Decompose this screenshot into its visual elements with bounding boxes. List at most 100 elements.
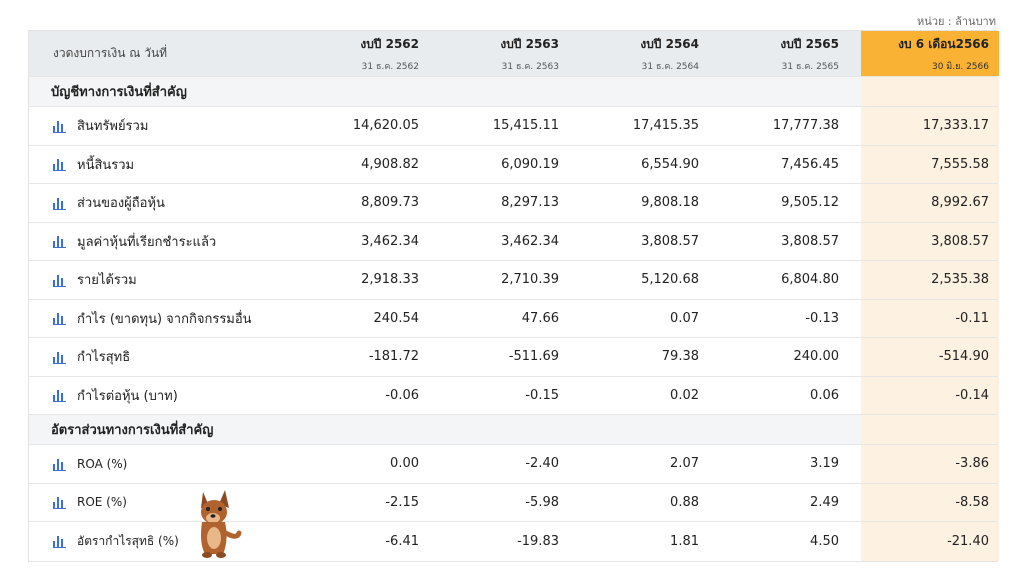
value-cell: 6,554.90 [641, 156, 699, 172]
section-empty-cell [581, 77, 721, 106]
bar-chart-icon[interactable] [53, 458, 67, 471]
table-row: กำไรสุทธิ -181.72 -511.69 79.38 240.00 -514.9… [29, 338, 999, 377]
column-header-2564: งบปี 2564 31 ธ.ค. 2564 [581, 31, 721, 76]
bar-chart-icon[interactable] [53, 535, 67, 549]
row-label: กำไรสุทธิ [77, 350, 131, 366]
row-label: ส่วนของผู้ถือหุ้น [77, 196, 165, 212]
column-date: 31 ธ.ค. 2563 [501, 61, 559, 72]
column-year: งบ 6 เดือน2566 [898, 36, 989, 51]
value-cell: -0.11 [861, 299, 999, 337]
table-row: หนี้สินรวม 4,908.82 6,090.19 6,554.90 7,456.… [29, 145, 999, 184]
value-cell: 8,992.67 [861, 184, 999, 222]
value-cell: 1.81 [670, 533, 699, 549]
section-header-row: อัตราส่วนทางการเงินที่สำคัญ [29, 415, 999, 445]
value-cell: 0.06 [810, 387, 839, 403]
row-label: กำไรต่อหุ้น (บาท) [77, 388, 178, 404]
bar-chart-icon[interactable] [53, 351, 67, 364]
table-row: รายได้รวม 2,918.33 2,710.39 5,120.68 6,804.8… [29, 261, 999, 300]
row-label-cell: กำไรต่อหุ้น (บาท) [29, 377, 301, 415]
table-row: ส่วนของผู้ถือหุ้น 8,809.73 8,297.13 9,808.1… [29, 184, 999, 223]
column-date: 30 มิ.ย. 2566 [931, 61, 989, 72]
bar-chart-icon[interactable] [53, 389, 67, 403]
value-cell: 17,777.38 [772, 118, 839, 134]
row-label: มูลค่าหุ้นที่เรียกชำระแล้ว [77, 234, 217, 250]
bar-chart-icon[interactable] [53, 496, 67, 510]
column-header-2565: งบปี 2565 31 ธ.ค. 2565 [721, 31, 861, 76]
financial-table: งวดงบการเงิน ณ วันที่ งบปี 2562 31 ธ.ค. … [28, 30, 999, 562]
row-label-cell: มูลค่าหุ้นที่เรียกชำระแล้ว [29, 223, 301, 261]
value-cell: -6.41 [385, 533, 419, 549]
value-cell: -21.40 [861, 522, 999, 561]
bar-chart-icon[interactable] [53, 197, 67, 210]
value-cell: 0.00 [390, 456, 419, 472]
column-header-6m-2566: งบ 6 เดือน2566 30 มิ.ย. 2566 [861, 31, 999, 76]
row-label-cell: ส่วนของผู้ถือหุ้น [29, 184, 301, 222]
value-cell: 47.66 [521, 310, 559, 326]
value-cell: 2.07 [670, 456, 699, 472]
value-cell: 9,808.18 [641, 195, 699, 211]
section-empty-cell [581, 415, 721, 444]
value-cell: -2.40 [525, 456, 559, 472]
value-cell: 2,535.38 [861, 261, 999, 299]
value-cell: -2.15 [385, 494, 419, 510]
value-cell: 17,333.17 [861, 107, 999, 145]
bar-chart-icon[interactable] [53, 312, 67, 326]
value-cell: -0.06 [385, 387, 419, 403]
table-row: กำไร (ขาดทุน) จากกิจกรรมอื่น 240.54 47.66 0… [29, 299, 999, 338]
table-row: ROA (%) 0.00 -2.40 2.07 3.19 -3.86 [29, 445, 999, 484]
value-cell: 4.50 [810, 533, 839, 549]
value-cell: -511.69 [508, 349, 559, 365]
value-cell: -3.86 [861, 445, 999, 483]
section-empty-cell [441, 77, 581, 106]
column-date: 31 ธ.ค. 2564 [641, 61, 699, 72]
section-empty-cell [861, 415, 999, 444]
value-cell: 4,908.82 [361, 156, 419, 172]
column-year: งบปี 2563 [500, 36, 559, 51]
column-year: งบปี 2564 [640, 36, 699, 51]
value-cell: 79.38 [661, 349, 699, 365]
value-cell: 3,808.57 [781, 233, 839, 249]
row-label: สินทรัพย์รวม [77, 119, 149, 135]
row-label-cell: กำไร (ขาดทุน) จากกิจกรรมอื่น [29, 300, 301, 338]
column-date: 31 ธ.ค. 2565 [781, 61, 839, 72]
unit-label: หน่วย : ล้านบาท [917, 15, 996, 28]
bar-chart-icon[interactable] [53, 158, 67, 172]
bar-chart-icon[interactable] [53, 274, 67, 287]
value-cell: 7,456.45 [781, 156, 839, 172]
row-label: ROE (%) [77, 495, 127, 510]
value-cell: -5.98 [525, 494, 559, 510]
value-cell: 3,808.57 [641, 233, 699, 249]
value-cell: -514.90 [861, 338, 999, 376]
row-label: หนี้สินรวม [77, 157, 135, 173]
table-row: มูลค่าหุ้นที่เรียกชำระแล้ว 3,462.34 3,462.… [29, 222, 999, 261]
value-cell: 0.02 [670, 387, 699, 403]
value-cell: 3,462.34 [501, 233, 559, 249]
table-header: งวดงบการเงิน ณ วันที่ งบปี 2562 31 ธ.ค. … [29, 31, 999, 77]
value-cell: -19.83 [517, 533, 559, 549]
row-label-cell: หนี้สินรวม [29, 146, 301, 184]
value-cell: 240.00 [793, 349, 840, 365]
value-cell: 5,120.68 [641, 272, 699, 288]
value-cell: 2,710.39 [501, 272, 559, 288]
value-cell: 14,620.05 [352, 118, 419, 134]
value-cell: -8.58 [861, 483, 999, 521]
value-cell: 3,808.57 [861, 222, 999, 260]
value-cell: 9,505.12 [781, 195, 839, 211]
value-cell: 240.54 [373, 310, 420, 326]
section-empty-cell [301, 77, 441, 106]
value-cell: 2,918.33 [361, 272, 419, 288]
table-row: กำไรต่อหุ้น (บาท) -0.06 -0.15 0.02 0.06 -0.14 [29, 376, 999, 415]
column-date: 31 ธ.ค. 2562 [361, 61, 419, 72]
row-label: อัตรากำไรสุทธิ (%) [77, 533, 179, 548]
bar-chart-icon[interactable] [53, 235, 67, 249]
section-empty-cell [441, 415, 581, 444]
section-header-row: บัญชีทางการเงินที่สำคัญ [29, 77, 999, 107]
table-row: ROE (%) -2.15 -5.98 0.88 2.49 -8.58 [29, 483, 999, 522]
column-header-2563: งบปี 2563 31 ธ.ค. 2563 [441, 31, 581, 76]
section-empty-cell [721, 77, 861, 106]
value-cell: 0.88 [670, 494, 699, 510]
bar-chart-icon[interactable] [53, 120, 67, 133]
value-cell: 6,090.19 [501, 156, 559, 172]
value-cell: 8,297.13 [501, 195, 559, 211]
section-title: อัตราส่วนทางการเงินที่สำคัญ [51, 423, 214, 438]
